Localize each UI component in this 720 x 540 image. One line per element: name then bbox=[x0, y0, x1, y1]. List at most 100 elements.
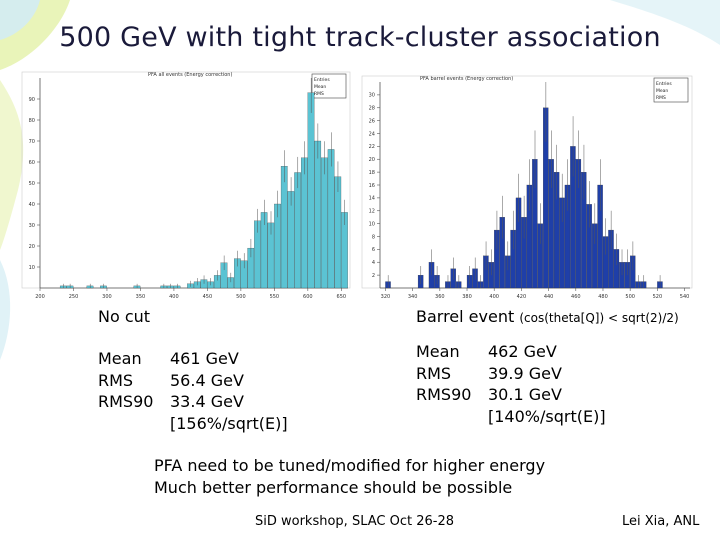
y-tick-label: 40 bbox=[29, 202, 35, 208]
stat-row: [140%/sqrt(E)] bbox=[416, 406, 606, 428]
x-tick-label: 600 bbox=[303, 294, 313, 300]
stat-key: RMS bbox=[416, 363, 452, 383]
stats-box-entry: RMS bbox=[656, 95, 666, 101]
notes: PFA need to be tuned/modified for higher… bbox=[154, 455, 545, 499]
stat-value: [140%/sqrt(E)] bbox=[488, 406, 606, 426]
x-tick-label: 500 bbox=[236, 294, 246, 300]
x-tick-label: 550 bbox=[270, 294, 280, 300]
stats-box bbox=[311, 73, 347, 99]
stat-key bbox=[98, 413, 170, 435]
y-tick-label: 14 bbox=[369, 196, 375, 202]
stat-key: RMS90 bbox=[416, 385, 472, 404]
decor-swirl-top-right bbox=[610, 0, 720, 45]
y-tick-label: 30 bbox=[29, 223, 35, 229]
x-tick-label: 250 bbox=[69, 294, 79, 300]
y-tick-label: 26 bbox=[369, 118, 375, 124]
note-line: PFA need to be tuned/modified for higher… bbox=[154, 456, 546, 475]
y-tick-label: 22 bbox=[369, 144, 375, 150]
x-tick-label: 460 bbox=[571, 294, 581, 300]
stat-key: Mean bbox=[98, 349, 142, 368]
y-tick-label: 90 bbox=[29, 97, 35, 103]
footer-author: Lei Xia, ANL bbox=[622, 514, 700, 529]
stat-value: 33.4 GeV bbox=[170, 392, 244, 411]
x-tick-label: 520 bbox=[653, 294, 663, 300]
histogram-bar bbox=[321, 157, 328, 289]
y-tick-label: 16 bbox=[369, 183, 375, 189]
histogram-bar bbox=[327, 149, 335, 289]
x-tick-label: 420 bbox=[517, 294, 527, 300]
y-tick-label: 10 bbox=[29, 265, 35, 271]
histogram-bar bbox=[287, 191, 295, 289]
stats-box-entry: Entries bbox=[314, 77, 330, 83]
right-caption: Barrel event (cos(theta[Q]) < sqrt(2)/2) bbox=[416, 307, 679, 326]
decor-swirl-left-2 bbox=[0, 260, 11, 360]
x-tick-label: 200 bbox=[35, 294, 45, 300]
decor-swirl-top-left-2 bbox=[0, 0, 40, 40]
y-tick-label: 70 bbox=[29, 139, 35, 145]
histogram-bar bbox=[314, 140, 322, 289]
y-tick-label: 4 bbox=[372, 260, 375, 266]
x-tick-label: 440 bbox=[544, 294, 554, 300]
histogram-bar bbox=[294, 172, 301, 289]
y-tick-label: 20 bbox=[369, 157, 375, 163]
decor-swirl-left bbox=[0, 80, 24, 250]
histogram-bar bbox=[334, 176, 342, 289]
stat-value: 39.9 GeV bbox=[488, 363, 562, 383]
stat-key: Mean bbox=[416, 342, 460, 361]
histogram-right: PFA barrel events (Energy correction) Ent… bbox=[361, 75, 693, 300]
stat-row: RMS 39.9 GeV bbox=[416, 363, 606, 385]
x-tick-label: 400 bbox=[169, 294, 179, 300]
y-tick-label: 10 bbox=[369, 221, 375, 227]
y-tick-label: 50 bbox=[29, 181, 35, 187]
footer-event: SiD workshop, SLAC Oct 26-28 bbox=[255, 514, 454, 529]
stat-row: Mean 462 GeV bbox=[416, 341, 606, 363]
stats-box-entry: Mean bbox=[656, 88, 668, 94]
stat-value: 461 GeV bbox=[170, 349, 239, 368]
y-tick-label: 6 bbox=[372, 247, 375, 253]
stat-value: 56.4 GeV bbox=[170, 370, 244, 390]
y-tick-label: 60 bbox=[29, 160, 35, 166]
stat-value: 30.1 GeV bbox=[488, 385, 562, 404]
stat-key bbox=[416, 406, 488, 428]
right-stats: Mean 462 GeV RMS 39.9 GeV RMS90 30.1 GeV [1… bbox=[416, 341, 606, 427]
note-line: Much better performance should be possib… bbox=[154, 478, 513, 497]
stat-row: RMS 56.4 GeV bbox=[98, 370, 288, 392]
x-tick-label: 650 bbox=[337, 294, 347, 300]
x-tick-label: 450 bbox=[203, 294, 213, 300]
stats-box-entry: RMS bbox=[314, 91, 324, 97]
y-tick-label: 80 bbox=[29, 118, 35, 124]
x-tick-label: 480 bbox=[598, 294, 608, 300]
stats-box bbox=[653, 77, 689, 103]
stat-value: 462 GeV bbox=[488, 342, 557, 361]
y-tick-label: 20 bbox=[29, 244, 35, 250]
right-caption-note: (cos(theta[Q]) < sqrt(2)/2) bbox=[519, 311, 679, 325]
x-tick-label: 340 bbox=[408, 294, 418, 300]
stat-key: RMS bbox=[98, 370, 134, 390]
x-tick-label: 400 bbox=[489, 294, 499, 300]
y-tick-label: 8 bbox=[372, 234, 375, 240]
stat-value: [156%/sqrt(E)] bbox=[170, 413, 288, 433]
stat-row: RMS90 33.4 GeV bbox=[98, 391, 288, 413]
y-tick-label: 28 bbox=[369, 106, 375, 112]
left-stats: Mean 461 GeV RMS 56.4 GeV RMS90 33.4 GeV [1… bbox=[98, 348, 288, 434]
y-tick-label: 18 bbox=[369, 170, 375, 176]
histogram-bar bbox=[307, 92, 315, 289]
y-tick-label: 24 bbox=[369, 131, 375, 137]
x-tick-label: 360 bbox=[435, 294, 445, 300]
y-tick-label: 12 bbox=[369, 209, 375, 215]
x-tick-label: 320 bbox=[381, 294, 391, 300]
stat-row: Mean 461 GeV bbox=[98, 348, 288, 370]
stat-row: RMS90 30.1 GeV bbox=[416, 384, 606, 406]
x-tick-label: 500 bbox=[625, 294, 635, 300]
x-tick-label: 300 bbox=[102, 294, 112, 300]
y-tick-label: 30 bbox=[369, 93, 375, 99]
stat-row: [156%/sqrt(E)] bbox=[98, 413, 288, 435]
x-tick-label: 380 bbox=[462, 294, 472, 300]
histogram-title: PFA all events (Energy correction) bbox=[148, 72, 232, 78]
stats-box-entry: Entries bbox=[656, 81, 672, 87]
x-tick-label: 350 bbox=[136, 294, 146, 300]
histogram-panel: PFA all events (Energy correction) Entrie… bbox=[21, 71, 693, 300]
histogram-bar bbox=[301, 157, 308, 289]
histogram-title: PFA barrel events (Energy correction) bbox=[420, 76, 513, 82]
